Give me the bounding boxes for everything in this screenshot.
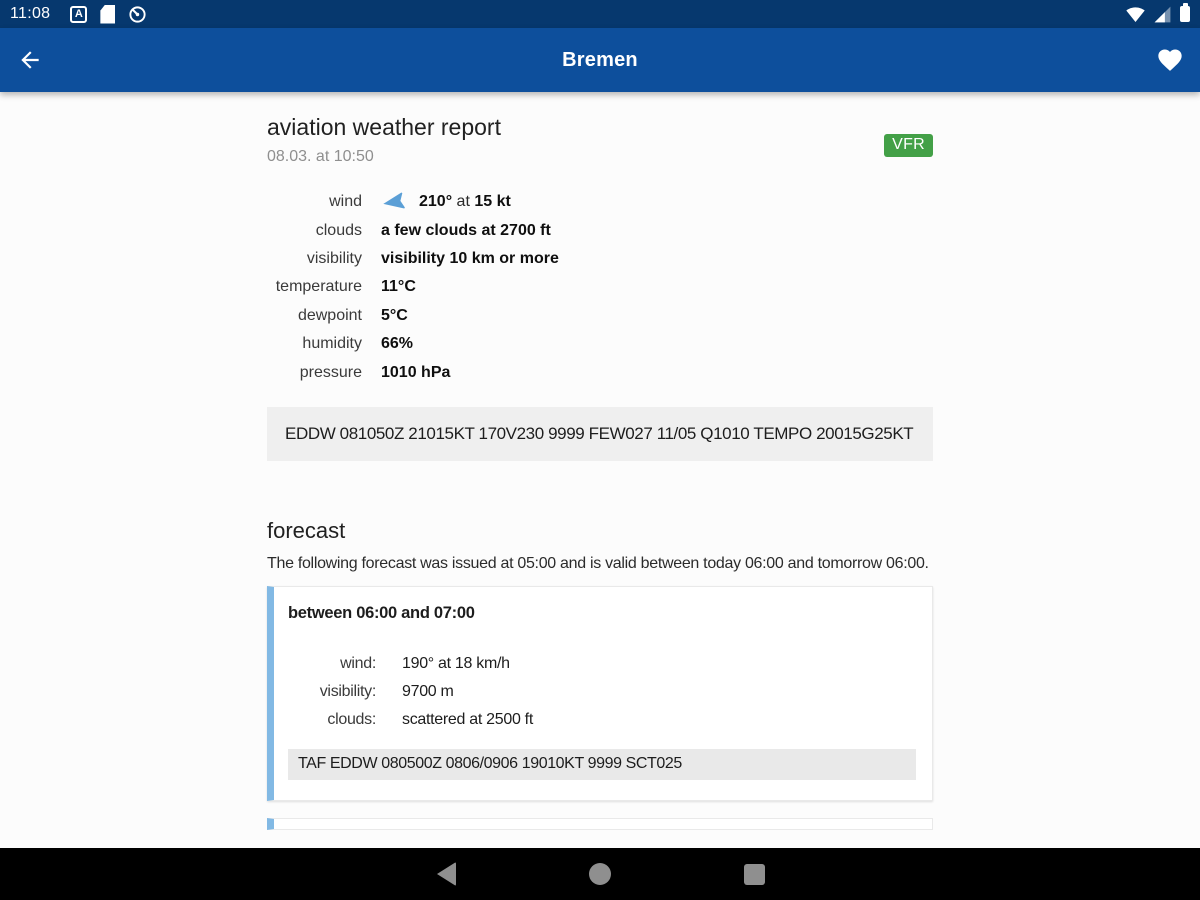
wifi-icon: [1126, 5, 1145, 24]
notification-icons: A: [70, 4, 147, 24]
data-saver-icon: [128, 5, 147, 24]
page-title: Bremen: [562, 48, 638, 71]
clouds-value: a few clouds at 2700 ft: [381, 221, 551, 239]
pressure-value: 1010 hPa: [381, 363, 451, 381]
android-nav-bar: [0, 848, 1200, 900]
nav-recents-icon: [743, 863, 765, 885]
status-bar: 11:08 A: [0, 0, 1200, 28]
forecast-section-title: forecast: [267, 517, 346, 543]
wind-label: wind: [329, 193, 362, 211]
forecast-clouds-label: clouds:: [327, 711, 376, 729]
report-scroll-area[interactable]: aviation weather report VFR 08.03. at 10…: [0, 92, 1200, 848]
wind-speed: 15 kt: [474, 193, 511, 211]
pressure-label: pressure: [299, 363, 362, 381]
nav-back-button[interactable]: [434, 862, 458, 886]
app-bar: Bremen: [0, 28, 1200, 92]
clock: 11:08: [10, 5, 51, 22]
forecast-period-heading: between 06:00 and 07:00: [288, 603, 475, 622]
nav-home-icon: [589, 863, 611, 885]
humidity-value: 66%: [381, 335, 414, 353]
forecast-wind-label: wind:: [340, 654, 376, 672]
wind-connector: at: [452, 193, 475, 211]
weather-data-table: wind 210° at 15 kt clouds a few clouds a…: [267, 188, 933, 387]
sd-card-icon: [100, 4, 116, 24]
forecast-clouds-value: scattered at 2500 ft: [402, 711, 533, 729]
battery-icon: [1180, 3, 1190, 22]
forecast-visibility-value: 9700 m: [402, 683, 454, 701]
next-forecast-card-partial: [267, 817, 933, 830]
humidity-label: humidity: [302, 335, 362, 353]
forecast-wind-value: 190° at 18 km/h: [402, 654, 510, 672]
metar-raw-text: EDDW 081050Z 21015KT 170V230 9999 FEW027…: [267, 406, 933, 461]
flight-rules-badge: VFR: [884, 134, 933, 157]
temperature-label: temperature: [275, 278, 362, 296]
back-button[interactable]: [6, 36, 54, 84]
autofill-a-icon: A: [70, 5, 88, 23]
wind-direction: 210°: [419, 193, 453, 211]
arrow-back-icon: [17, 47, 43, 73]
wind-direction-arrow-icon: [381, 189, 407, 215]
forecast-period-card: between 06:00 and 07:00 wind: 190° at 18…: [267, 585, 933, 801]
cellular-signal-icon: [1153, 5, 1172, 24]
dewpoint-value: 5°C: [381, 306, 408, 324]
visibility-value: visibility 10 km or more: [381, 249, 559, 267]
forecast-data-table: wind: 190° at 18 km/h visibility: 9700 m…: [288, 650, 916, 735]
temperature-value: 11°C: [381, 278, 416, 296]
nav-recents-button[interactable]: [742, 862, 766, 886]
system-status-icons: [1126, 3, 1190, 24]
dewpoint-label: dewpoint: [297, 306, 362, 324]
heart-icon: [1156, 46, 1184, 74]
nav-home-button[interactable]: [588, 862, 612, 886]
forecast-visibility-label: visibility:: [319, 683, 377, 701]
report-title: aviation weather report: [267, 114, 501, 140]
wind-value: 210° at 15 kt: [381, 188, 933, 216]
report-timestamp: 08.03. at 10:50: [267, 148, 374, 165]
taf-raw-text: TAF EDDW 080500Z 0806/0906 19010KT 9999 …: [288, 748, 916, 780]
clouds-label: clouds: [315, 221, 362, 239]
nav-back-icon: [436, 862, 456, 886]
report-column: aviation weather report VFR 08.03. at 10…: [267, 113, 933, 830]
visibility-label: visibility: [306, 249, 362, 267]
forecast-description: The following forecast was issued at 05:…: [267, 554, 929, 572]
favorite-button[interactable]: [1146, 36, 1194, 84]
